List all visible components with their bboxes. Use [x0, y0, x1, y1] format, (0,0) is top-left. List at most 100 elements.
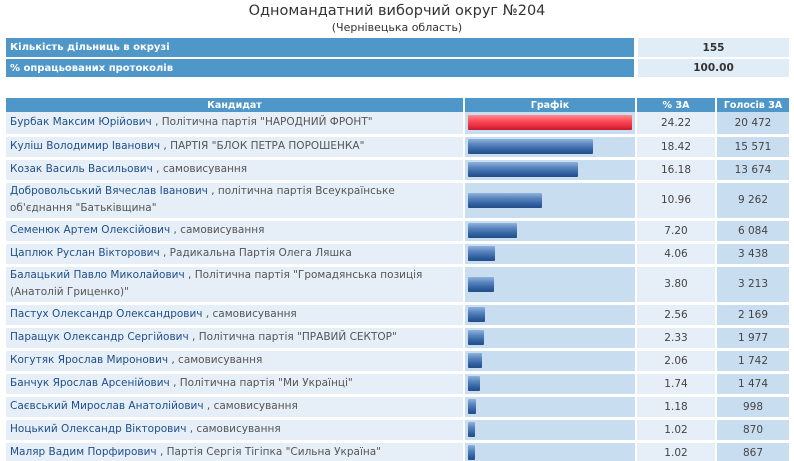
summary-label: % опрацьованих протоколів — [6, 58, 634, 79]
votes-cell: 13 674 — [716, 158, 789, 183]
party-name: політична партія Всеукраїнське об'єднанн… — [10, 185, 395, 214]
col-header-candidate[interactable]: Кандидат — [6, 98, 465, 112]
candidate-cell: Семенюк Артем Олексійович , самовисуванн… — [6, 219, 465, 244]
pct-cell: 10.96 — [636, 181, 717, 221]
graph-cell — [464, 349, 637, 374]
table-row: Куліш Володимир Іванович , ПАРТІЯ "БЛОК … — [6, 135, 789, 160]
pct-cell: 2.33 — [636, 326, 717, 351]
pct-cell: 16.18 — [636, 158, 717, 183]
candidate-name-link[interactable]: Добровольський Вячеслав Іванович — [10, 185, 208, 197]
col-header-graph[interactable]: Графік — [464, 98, 637, 112]
candidate-name-link[interactable]: Саєвський Мирослав Анатолійович — [10, 400, 204, 412]
pct-cell: 2.06 — [636, 349, 717, 374]
vote-share-bar — [468, 115, 632, 131]
candidate-cell: Балацький Павло Миколайович , Політична … — [6, 265, 465, 305]
candidate-name-link[interactable]: Маляр Вадим Порфирович — [10, 446, 157, 458]
votes-cell: 1 742 — [716, 349, 789, 374]
vote-share-bar — [468, 192, 543, 208]
candidate-name-link[interactable]: Цаплюк Руслан Вікторович — [10, 247, 160, 259]
candidate-cell: Куліш Володимир Іванович , ПАРТІЯ "БЛОК … — [6, 135, 465, 160]
votes-cell: 998 — [716, 395, 789, 420]
graph-cell — [464, 326, 637, 351]
party-name: Партія Сергія Тігіпка "Сильна Україна" — [166, 446, 382, 458]
summary-table: Кількість дільниць в окрузі 155 % опраць… — [6, 38, 789, 79]
vote-share-bar — [468, 246, 496, 261]
votes-cell: 9 262 — [716, 181, 789, 221]
candidate-cell: Пастух Олександр Олександрович , самовис… — [6, 303, 465, 328]
table-row: Цаплюк Руслан Вікторович , Радикальна Па… — [6, 242, 789, 267]
candidate-cell: Банчук Ярослав Арсенійович , Політична п… — [6, 372, 465, 397]
separator: , — [152, 163, 163, 175]
graph-cell — [464, 181, 637, 221]
votes-cell: 1 977 — [716, 326, 789, 351]
votes-cell: 2 169 — [716, 303, 789, 328]
pct-cell: 1.02 — [636, 418, 717, 443]
separator: , — [159, 247, 170, 259]
pct-cell: 24.22 — [636, 112, 717, 137]
party-name: самовисування — [162, 163, 248, 175]
table-row: Добровольський Вячеслав Іванович , політ… — [6, 181, 789, 221]
separator: , — [202, 308, 213, 320]
party-name: самовисування — [178, 354, 263, 366]
separator: , — [170, 224, 181, 236]
candidate-name-link[interactable]: Козак Василь Васильович — [10, 163, 153, 175]
pct-cell: 7.20 — [636, 219, 717, 244]
vote-share-bar — [468, 422, 475, 437]
table-row: Пастух Олександр Олександрович , самовис… — [6, 303, 789, 328]
graph-cell — [464, 372, 637, 397]
vote-share-bar — [468, 307, 486, 322]
candidate-name-link[interactable]: Семенюк Артем Олексійович — [10, 224, 171, 236]
separator: , — [160, 140, 171, 152]
votes-cell: 15 571 — [716, 135, 789, 160]
candidate-name-link[interactable]: Пастух Олександр Олександрович — [10, 308, 203, 320]
party-name: Політична партія "Громадянська позиція (… — [10, 269, 423, 298]
candidate-name-link[interactable]: Паращук Олександр Сергійович — [10, 331, 189, 343]
results-table: Кандидат Графік % ЗА Голосів ЗА Бурбак М… — [6, 98, 789, 461]
candidate-name-link[interactable]: Балацький Павло Миколайович — [10, 269, 185, 281]
party-name: Політична партія "ПРАВИЙ СЕКТОР" — [198, 331, 397, 343]
candidate-cell: Бурбак Максим Юрійович , Політична парті… — [6, 112, 465, 137]
summary-value: 100.00 — [638, 58, 789, 79]
party-name: самовисування — [196, 423, 281, 435]
summary-label: Кількість дільниць в окрузі — [6, 38, 634, 59]
separator: , — [156, 446, 167, 458]
pct-cell: 1.02 — [636, 441, 717, 461]
table-row: Когутяк Ярослав Миронович , самовисуванн… — [6, 349, 789, 374]
col-header-votes[interactable]: Голосів ЗА — [716, 98, 789, 112]
candidate-name-link[interactable]: Куліш Володимир Іванович — [10, 140, 161, 152]
candidate-cell: Добровольський Вячеслав Іванович , політ… — [6, 181, 465, 221]
graph-cell — [464, 395, 637, 420]
party-name: Політична партія "НАРОДНИЙ ФРОНТ" — [161, 116, 373, 129]
votes-cell: 3 438 — [716, 242, 789, 267]
vote-share-bar — [468, 223, 517, 238]
candidate-name-link[interactable]: Ноцький Олександр Вікторович — [10, 423, 187, 435]
page-title: Одномандатний виборчий округ №204 — [248, 3, 546, 19]
col-header-pct[interactable]: % ЗА — [636, 98, 717, 112]
graph-cell — [464, 135, 637, 160]
votes-cell: 867 — [716, 441, 789, 461]
separator: , — [188, 331, 199, 343]
candidate-cell: Когутяк Ярослав Миронович , самовисуванн… — [6, 349, 465, 374]
votes-cell: 6 084 — [716, 219, 789, 244]
votes-cell: 20 472 — [716, 112, 789, 137]
table-row: Бурбак Максим Юрійович , Політична парті… — [6, 112, 789, 137]
graph-cell — [464, 219, 637, 244]
graph-cell — [464, 418, 637, 443]
candidate-name-link[interactable]: Банчук Ярослав Арсенійович — [10, 377, 170, 389]
party-name: Радикальна Партія Олега Ляшка — [169, 247, 352, 259]
candidate-name-link[interactable]: Бурбак Максим Юрійович — [10, 116, 152, 129]
pct-cell: 1.74 — [636, 372, 717, 397]
candidate-cell: Цаплюк Руслан Вікторович , Радикальна Па… — [6, 242, 465, 267]
candidate-name-link[interactable]: Когутяк Ярослав Миронович — [10, 354, 169, 366]
table-row: Маляр Вадим Порфирович , Партія Сергія Т… — [6, 441, 789, 461]
vote-share-bar — [468, 445, 475, 460]
separator: , — [184, 269, 195, 281]
party-name: самовисування — [212, 308, 297, 320]
pct-cell: 1.18 — [636, 395, 717, 420]
table-row: Банчук Ярослав Арсенійович , Політична п… — [6, 372, 789, 397]
table-row: Козак Василь Васильович , самовисування 1… — [6, 158, 789, 183]
graph-cell — [464, 265, 637, 305]
pct-cell: 3.80 — [636, 265, 717, 305]
separator: , — [186, 423, 197, 435]
votes-cell: 3 213 — [716, 265, 789, 305]
